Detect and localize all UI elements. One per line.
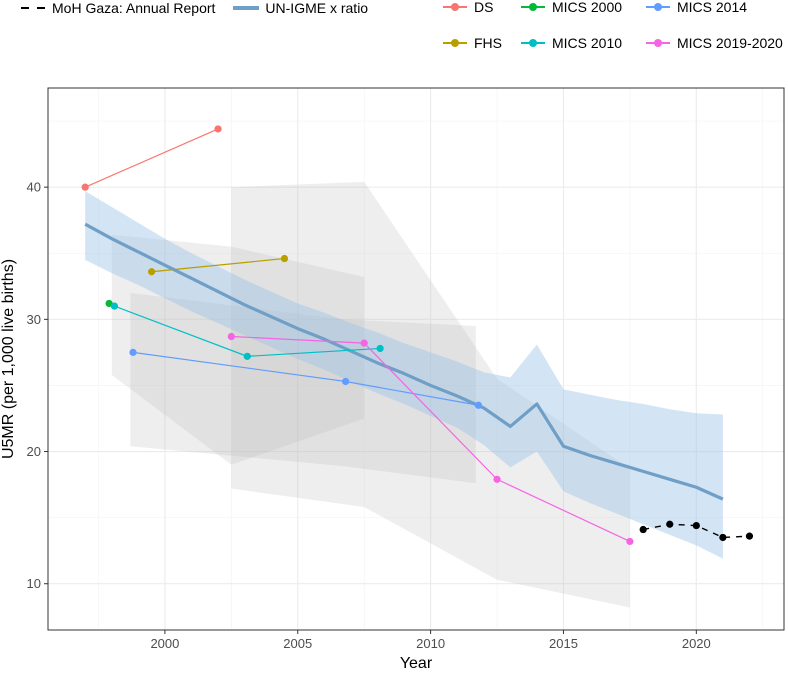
data-point-mics-2019-2020 [626,537,634,546]
data-point-moh-gaza-annual-report [666,520,674,528]
data-point-mics-2010 [110,302,119,310]
legend-key-mics-2000 [520,0,546,14]
legend-label-mics-2019-2020: MICS 2019-2020 [677,35,783,51]
x-tick-label: 2005 [283,636,312,651]
series-line-un-igme-x-ratio [84,222,724,501]
x-tick-label: 2000 [150,636,179,651]
data-point-mics-2019-2020 [360,339,368,347]
data-point-mics-2010 [243,352,251,360]
uncertainty-band-mics-2019-2020 [231,181,630,608]
legend-key-fhs [442,36,468,50]
legend-item-unigme: UN-IGME x ratio [233,0,368,16]
legend-item-mics-2014: MICS 2014 [645,0,747,17]
data-point-ds [81,183,89,191]
legend-key-mics-2019-2020 [645,36,671,50]
legend-key-dashed [20,1,46,15]
legend-label-moh: MoH Gaza: Annual Report [52,0,216,16]
legend-key-ds [442,0,468,14]
legend-label-unigme: UN-IGME x ratio [265,0,369,16]
x-tick-label: 2020 [682,636,711,651]
x-axis-title: Year [400,655,433,672]
series-line-fhs [151,257,285,273]
legend-item-ds: DS [442,0,493,17]
y-tick-label: 40 [27,180,41,195]
data-point-ds [214,125,222,133]
legend-key-mics-2010 [520,36,546,50]
legend-row-1: MoH Gaza: Annual Report UN-IGME x ratio [20,0,368,18]
data-point-fhs [280,254,289,263]
x-tick-label: 2015 [549,636,578,651]
y-axis-title: U5MR (per 1,000 live births) [0,259,17,459]
y-tick-label: 30 [27,312,41,327]
uncertainty-band-ds [111,234,365,465]
data-point-moh-gaza-annual-report [639,525,647,534]
data-point-mics-2019-2020 [493,475,501,483]
series-line-mics-2019-2020 [231,335,631,542]
legend-item-mics-2000: MICS 2000 [520,0,622,17]
legend-key-thick [233,1,260,15]
legend-label-fhs: FHS [474,35,502,51]
uncertainty-band-mics-2014 [130,292,476,484]
data-point-mics-2000 [105,299,113,308]
legend-item-moh: MoH Gaza: Annual Report [20,0,215,16]
data-point-mics-2014 [474,401,483,409]
plot-panel-border [47,87,785,631]
data-point-mics-2010 [376,344,384,353]
legend-swatch-unigme [233,6,260,10]
x-tick-label: 2010 [416,636,445,651]
legend-label-mics-2010: MICS 2010 [552,35,623,51]
data-point-moh-gaza-annual-report [692,521,700,530]
y-tick-label: 20 [27,444,41,459]
data-point-moh-gaza-annual-report [745,532,754,540]
legend-label-ds: DS [474,0,494,15]
legend-label-mics-2014: MICS 2014 [677,0,748,15]
legend-label-mics-2000: MICS 2000 [552,0,623,15]
legend-item-fhs: FHS [442,33,502,53]
legend-item-mics-2019-2020: MICS 2019-2020 [645,33,783,53]
y-tick-label: 10 [27,576,41,591]
data-point-fhs [148,268,156,276]
data-point-mics-2014 [341,377,350,386]
data-point-mics-2019-2020 [227,332,235,341]
data-point-moh-gaza-annual-report [719,533,727,542]
data-point-mics-2014 [129,348,137,356]
legend-key-mics-2014 [645,0,671,14]
legend-item-mics-2010: MICS 2010 [520,33,622,53]
series-line-ds [84,128,219,188]
